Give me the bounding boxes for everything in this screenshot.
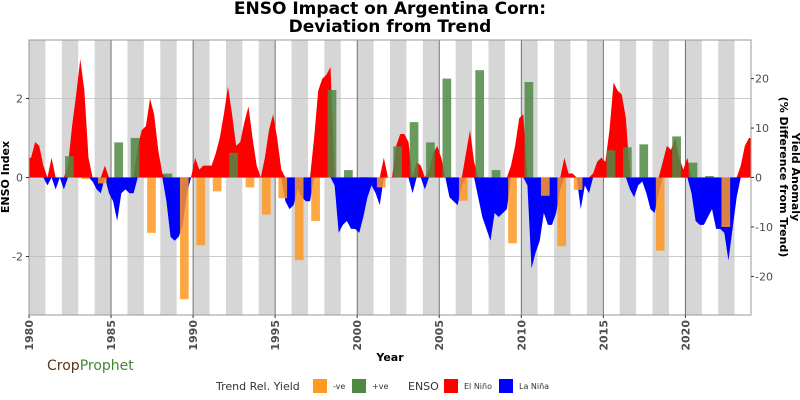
yield-bar	[163, 173, 173, 178]
yield-bar	[262, 177, 271, 215]
x-tick-label: 1990	[187, 320, 200, 351]
yield-bar	[393, 146, 402, 178]
x-tick-label: 1980	[23, 320, 36, 351]
yield-bar	[294, 177, 304, 261]
x-tick-label: 1985	[105, 320, 118, 351]
legend-la-nina-swatch	[499, 379, 513, 393]
yield-bar	[655, 177, 665, 251]
yield-bar	[409, 122, 419, 178]
yield-bar	[721, 177, 731, 227]
legend-yield-title: Trend Rel. Yield	[215, 380, 300, 393]
yield-bar	[311, 177, 320, 222]
yield-bar	[278, 177, 288, 199]
x-tick-label: 1995	[269, 320, 282, 351]
legend: Trend Rel. Yield -ve +ve ENSO El Niño La…	[215, 379, 549, 393]
yield-bar	[508, 177, 517, 244]
logo-text: CropProphet	[47, 358, 134, 374]
x-axis-label: Year	[375, 351, 404, 364]
x-tick-label: 2020	[679, 320, 692, 351]
x-axis-ticks: 1980 1985 1990 1995 2000 2005 2010 2015 2020	[23, 315, 692, 351]
yield-bar	[81, 177, 91, 179]
yield-bar	[245, 177, 255, 188]
yield-bar	[524, 82, 534, 178]
yield-bar	[688, 162, 698, 178]
legend-el-nino-swatch	[444, 379, 458, 393]
chart-title-line1: ENSO Impact on Argentina Corn:	[234, 0, 546, 19]
yield-bar	[475, 70, 485, 178]
right-axis-label-line1: Yield Anomaly	[789, 132, 800, 221]
right-tick-label: -20	[755, 270, 773, 283]
yield-bars	[65, 70, 731, 300]
yield-bar	[491, 170, 501, 178]
yield-bar	[623, 147, 632, 178]
yield-bar	[606, 150, 616, 178]
legend-la-nina-label: La Niña	[519, 382, 549, 391]
x-tick-label: 2010	[515, 320, 528, 351]
left-tick-label: -2	[12, 251, 23, 264]
right-tick-label: 20	[755, 73, 769, 86]
yield-bar	[344, 170, 353, 178]
legend-neg-swatch	[313, 379, 327, 393]
legend-neg-label: -ve	[333, 382, 345, 391]
yield-bar	[229, 152, 238, 178]
yield-bar	[130, 137, 140, 178]
logo: CropProphet	[47, 358, 134, 374]
yield-bar	[426, 142, 435, 178]
yield-bar	[212, 177, 222, 192]
yield-bar	[97, 177, 107, 184]
x-tick-label: 2000	[351, 320, 364, 351]
legend-el-nino-label: El Niño	[464, 382, 492, 391]
left-tick-label: 2	[16, 92, 23, 105]
legend-enso-title: ENSO	[408, 380, 439, 393]
yield-bar	[327, 89, 337, 178]
legend-pos-label: +ve	[372, 382, 388, 391]
left-tick-label: 0	[16, 172, 23, 185]
x-tick-label: 2005	[433, 320, 446, 351]
right-tick-label: 0	[755, 172, 762, 185]
right-tick-label: 10	[755, 122, 769, 135]
chart-title-line2: Deviation from Trend	[289, 17, 492, 37]
yield-bar	[147, 177, 156, 233]
x-tick-label: 2015	[597, 320, 610, 351]
la-nina-area	[29, 177, 751, 269]
right-tick-label: -10	[755, 221, 773, 234]
yield-bar	[458, 177, 468, 201]
yield-bar	[376, 177, 386, 188]
left-axis-ticks: -2 0 2	[12, 92, 29, 264]
left-axis-label: ENSO Index	[0, 141, 12, 213]
right-axis-label-line2: (% Difference from Trend)	[777, 97, 790, 258]
yield-bar	[672, 136, 681, 178]
yield-bar	[196, 177, 206, 246]
legend-pos-swatch	[352, 379, 366, 393]
yield-bar	[557, 177, 567, 247]
yield-bar	[114, 142, 124, 178]
yield-bar	[360, 177, 370, 178]
yield-bar	[573, 177, 583, 190]
yield-bar	[705, 176, 714, 178]
yield-bar	[540, 177, 550, 196]
yield-bar	[179, 177, 189, 300]
right-axis-ticks: -20 -10 0 10 20	[751, 73, 773, 283]
yield-bar	[65, 156, 74, 178]
yield-bar	[639, 144, 649, 178]
yield-bar	[442, 78, 452, 178]
